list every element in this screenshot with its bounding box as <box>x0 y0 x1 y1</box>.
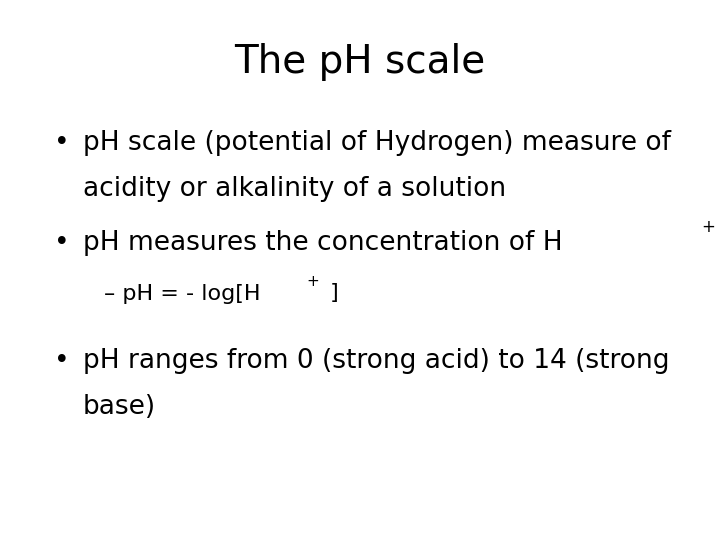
Text: +: + <box>702 218 716 235</box>
Text: ]: ] <box>323 284 338 303</box>
Text: base): base) <box>83 394 156 420</box>
Text: pH ranges from 0 (strong acid) to 14 (strong: pH ranges from 0 (strong acid) to 14 (st… <box>83 348 670 374</box>
Text: pH measures the concentration of H: pH measures the concentration of H <box>83 230 562 255</box>
Text: – pH = - log[H: – pH = - log[H <box>104 284 261 303</box>
Text: acidity or alkalinity of a solution: acidity or alkalinity of a solution <box>83 176 506 201</box>
Text: +: + <box>306 274 319 289</box>
Text: The pH scale: The pH scale <box>235 43 485 81</box>
Text: •: • <box>54 348 70 374</box>
Text: pH scale (potential of Hydrogen) measure of: pH scale (potential of Hydrogen) measure… <box>83 130 671 156</box>
Text: •: • <box>54 230 70 255</box>
Text: •: • <box>54 130 70 156</box>
